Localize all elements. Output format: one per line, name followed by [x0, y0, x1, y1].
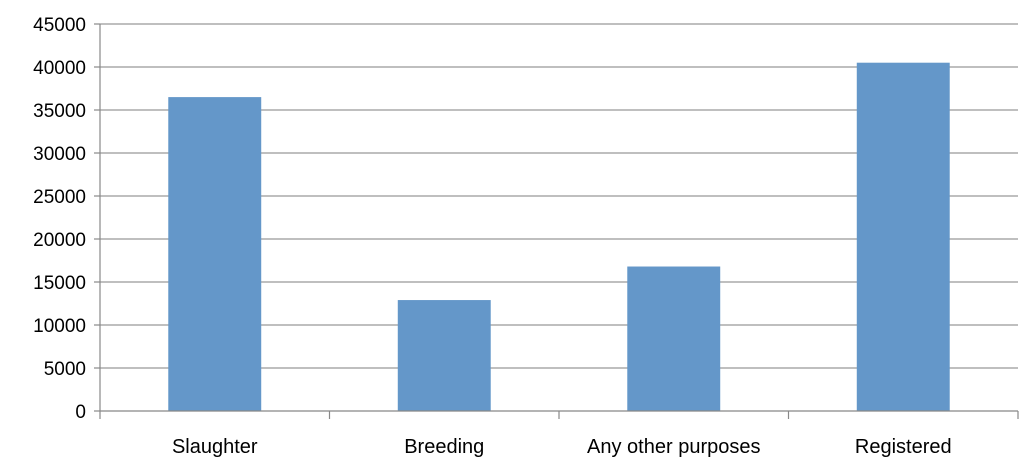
- axes: [94, 23, 1019, 419]
- y-tick-label: 30000: [33, 144, 86, 165]
- x-tick-label: Breeding: [404, 436, 484, 458]
- x-tick-label: Slaughter: [172, 436, 258, 458]
- y-tick-label: 35000: [33, 101, 86, 122]
- bar-slaughter: [168, 97, 262, 411]
- y-tick-label: 5000: [44, 359, 86, 380]
- bars: [168, 62, 950, 411]
- y-tick-label: 25000: [33, 187, 86, 208]
- y-tick-label: 0: [75, 402, 86, 423]
- y-tick-label: 15000: [33, 273, 86, 294]
- y-tick-label: 45000: [33, 15, 86, 36]
- y-tick-labels: 0 5000 10000 15000 20000 25000 30000 35000 40000…: [33, 15, 86, 423]
- y-tick-label: 20000: [33, 230, 86, 251]
- bar-breeding: [397, 300, 491, 411]
- x-tick-label: Any other purposes: [587, 436, 760, 458]
- x-tick-label: Registered: [855, 436, 952, 458]
- bar-any-other-purposes: [627, 266, 721, 411]
- x-tick-labels: Slaughter Breeding Any other purposes Regis…: [172, 436, 952, 458]
- y-tick-label: 10000: [33, 316, 86, 337]
- y-tick-label: 40000: [33, 58, 86, 79]
- bar-registered: [856, 62, 950, 411]
